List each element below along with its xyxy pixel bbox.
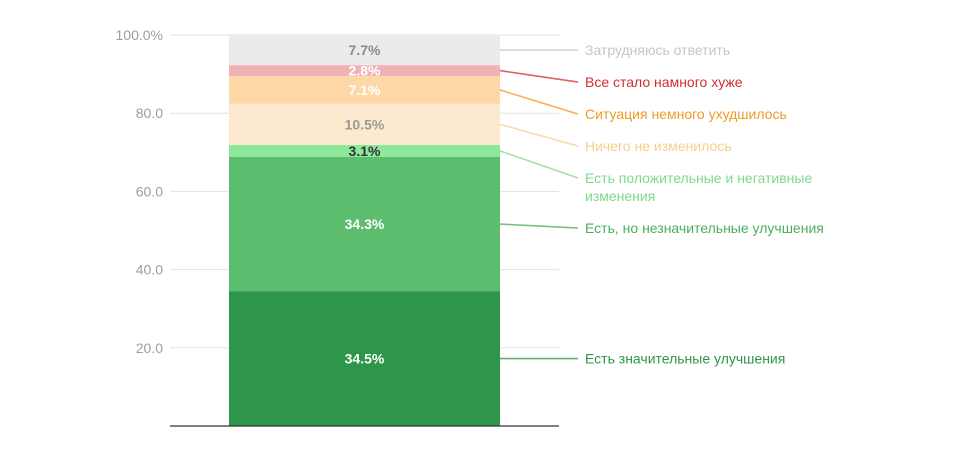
segment-data-label: 2.8% (349, 63, 381, 79)
legend-label: Ситуация немного ухудшилось (585, 106, 787, 122)
segment-data-label: 7.1% (349, 82, 381, 98)
bar-segment (229, 103, 500, 145)
legend: Затрудняюсь ответить Все стало намного ху… (499, 42, 824, 367)
legend-label: Есть, но незначительные улучшения (585, 220, 824, 236)
segment-data-label: 34.3% (345, 216, 385, 232)
y-tick-label: 60.0 (136, 183, 163, 199)
bar-segment (229, 144, 500, 157)
legend-label: Затрудняюсь ответить (585, 42, 730, 58)
y-axis-tick-labels: 20.0 40.0 60.0 80.0 100.0% (116, 27, 164, 356)
bar-segment (229, 65, 500, 77)
y-tick-label: 80.0 (136, 105, 163, 121)
legend-connector (499, 150, 579, 179)
legend-label: Есть значительные улучшения (585, 351, 785, 367)
segment-data-label: 7.7% (349, 42, 381, 58)
bar-segment (229, 76, 500, 104)
legend-connector (499, 69, 579, 83)
y-tick-label: 20.0 (136, 340, 163, 356)
legend-connector (499, 223, 579, 229)
legend-label: Все стало намного хуже (585, 74, 743, 90)
segment-data-label: 34.5% (345, 351, 385, 367)
legend-label: Ничего не изменилось (585, 138, 732, 154)
y-tick-label: 100.0% (116, 27, 163, 43)
legend-connector (499, 123, 579, 147)
bar-segment (229, 156, 500, 292)
segment-data-label: 3.1% (349, 143, 381, 159)
stacked-bar (229, 35, 500, 426)
bar-segment (229, 291, 500, 426)
bar-segment (229, 35, 500, 66)
legend-label: Есть положительные и негативные (585, 170, 812, 186)
segment-data-labels: 34.5% 34.3% 3.1% 10.5% 7.1% 2.8% 7.7% (345, 42, 385, 366)
legend-connector (499, 89, 579, 115)
segment-data-label: 10.5% (345, 116, 385, 132)
y-tick-label: 40.0 (136, 262, 163, 278)
legend-label: изменения (585, 188, 655, 204)
